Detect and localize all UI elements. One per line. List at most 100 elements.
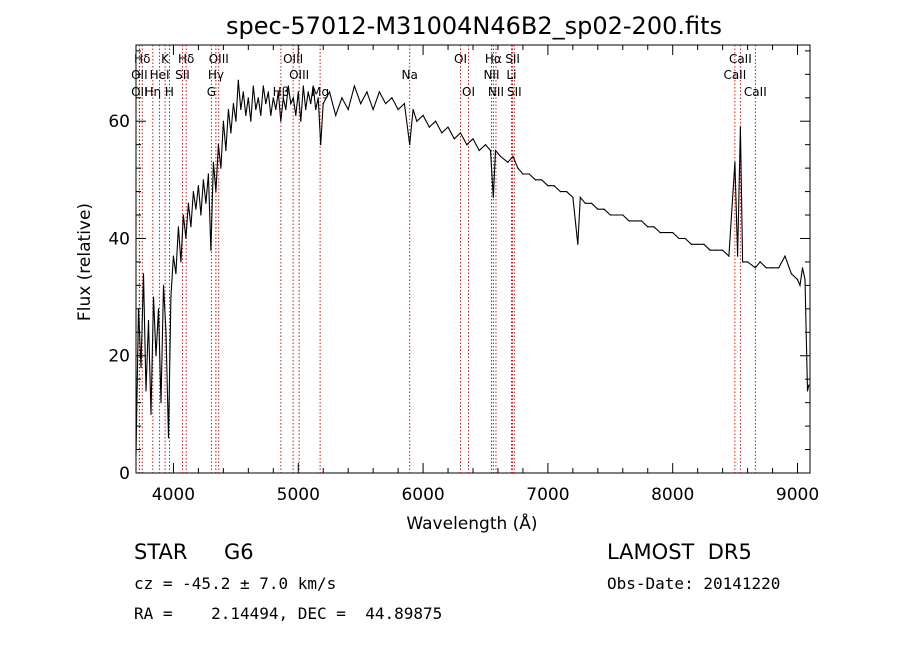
spectrum-point-32 bbox=[215, 191, 217, 193]
spectrum-point-158 bbox=[799, 284, 801, 286]
spectrum-point-38 bbox=[230, 132, 232, 134]
chart-title: spec-57012-M31004N46B2_sp02-200.fits bbox=[226, 12, 722, 40]
spectrum-point-45 bbox=[247, 97, 249, 99]
y-tick-label-40: 40 bbox=[108, 229, 130, 249]
line-marker-label-15: Mg bbox=[311, 85, 329, 99]
spectrum-point-76 bbox=[328, 91, 331, 93]
spectrum-point-153 bbox=[772, 267, 774, 269]
spectrum-point-101 bbox=[478, 149, 480, 152]
spectrum-point-81 bbox=[360, 103, 362, 105]
spectrum-point-74 bbox=[320, 144, 322, 146]
x-tick-label-8000: 8000 bbox=[651, 485, 694, 505]
spectrum-point-102 bbox=[484, 144, 487, 146]
spectrum-point-88 bbox=[403, 103, 405, 105]
spectrum-point-69 bbox=[307, 91, 309, 93]
spectrum-point-61 bbox=[287, 85, 289, 87]
y-axis-label: Flux (relative) bbox=[75, 203, 95, 321]
spectrum-point-84 bbox=[378, 91, 380, 93]
spectrum-point-98 bbox=[459, 132, 462, 134]
spectrum-point-79 bbox=[347, 108, 349, 111]
line-marker-label-21: NII bbox=[488, 85, 504, 99]
spectrum-point-4 bbox=[145, 390, 147, 392]
x-tick-label-4000: 4000 bbox=[152, 485, 195, 505]
spectrum-point-5 bbox=[147, 320, 150, 322]
spectrum-point-130 bbox=[640, 220, 643, 222]
spectrum-point-31 bbox=[212, 161, 214, 163]
spectrum-point-9 bbox=[157, 308, 160, 310]
spectrum-point-107 bbox=[507, 161, 509, 163]
spectrum-point-6 bbox=[150, 413, 152, 415]
spectrum-point-113 bbox=[541, 179, 543, 181]
line-marker-label-17: OI bbox=[454, 52, 467, 66]
spectrum-point-15 bbox=[172, 255, 174, 257]
spectrum-point-21 bbox=[187, 202, 189, 204]
spectrum-point-63 bbox=[292, 97, 294, 99]
line-marker-label-16: Na bbox=[402, 68, 418, 82]
spectrum-point-17 bbox=[177, 226, 179, 228]
spectrum-point-85 bbox=[385, 103, 387, 105]
spectrum-point-152 bbox=[765, 267, 767, 269]
line-marker-label-14: OIII bbox=[289, 68, 309, 82]
spectrum-point-82 bbox=[366, 91, 368, 93]
spectrum-point-126 bbox=[615, 214, 618, 216]
line-marker-label-22: SII bbox=[505, 52, 520, 66]
spectrum-point-131 bbox=[647, 226, 649, 228]
spectrum-point-46 bbox=[250, 120, 252, 122]
spectrum-point-30 bbox=[210, 249, 212, 251]
x-axis-label: Wavelength (Å) bbox=[406, 512, 537, 534]
spectrum-point-142 bbox=[715, 249, 718, 251]
spectrum-point-129 bbox=[634, 220, 636, 222]
spectrum-point-141 bbox=[709, 249, 711, 251]
object-class: STAR bbox=[134, 540, 188, 564]
spectrum-point-73 bbox=[317, 97, 319, 99]
spectrum-point-118 bbox=[572, 196, 574, 198]
survey-name: LAMOST DR5 bbox=[607, 540, 752, 564]
spectrum-point-50 bbox=[260, 114, 262, 116]
redshift-cz: cz = -45.2 ± 7.0 km/s bbox=[134, 574, 337, 593]
spectrum-point-135 bbox=[672, 232, 674, 234]
spectrum-point-95 bbox=[441, 132, 443, 134]
spectrum-point-112 bbox=[534, 179, 537, 181]
spectrum-point-71 bbox=[312, 85, 314, 87]
spectrum-point-132 bbox=[653, 226, 655, 228]
spectrum-point-0 bbox=[135, 454, 137, 456]
line-marker-label-18: OI bbox=[462, 85, 475, 99]
spectrum-point-155 bbox=[784, 255, 786, 257]
spectrum-point-39 bbox=[232, 103, 234, 105]
spectrum-point-117 bbox=[566, 191, 568, 193]
spectrum-point-89 bbox=[409, 144, 411, 146]
spectrum-point-42 bbox=[240, 108, 242, 111]
spectrum-point-59 bbox=[282, 97, 284, 99]
spectrum-point-11 bbox=[162, 284, 165, 286]
spectrum-point-37 bbox=[227, 108, 229, 111]
spectrum-point-151 bbox=[759, 261, 761, 263]
spectrum-point-57 bbox=[277, 91, 279, 93]
spectrum-point-100 bbox=[472, 138, 474, 140]
line-marker-label-7: SII bbox=[175, 68, 190, 82]
spectrum-point-123 bbox=[597, 208, 599, 210]
spectrum-point-75 bbox=[322, 103, 324, 105]
spectrum-point-106 bbox=[499, 155, 502, 157]
spectrum-point-36 bbox=[225, 149, 227, 152]
spectrum-point-48 bbox=[255, 108, 257, 111]
spectrum-point-72 bbox=[315, 108, 317, 111]
spectrum-point-29 bbox=[207, 173, 209, 175]
spectrum-point-149 bbox=[747, 261, 749, 263]
spectrum-point-156 bbox=[790, 273, 792, 275]
spectrum-point-86 bbox=[391, 97, 393, 99]
line-marker-label-19: Hα bbox=[485, 52, 502, 66]
spectrum-point-83 bbox=[372, 108, 374, 111]
spectrum-point-162 bbox=[808, 384, 810, 386]
spectrum-point-8 bbox=[155, 355, 157, 357]
x-tick-label-7000: 7000 bbox=[526, 485, 569, 505]
spectrum-point-138 bbox=[690, 243, 693, 245]
spectrum-point-7 bbox=[152, 296, 155, 298]
line-marker-label-8: Hδ bbox=[178, 52, 194, 66]
line-marker-label-12: Hβ bbox=[273, 85, 290, 99]
spectrum-point-136 bbox=[678, 237, 680, 240]
spectrum-point-91 bbox=[416, 120, 418, 122]
spectrum-point-108 bbox=[512, 155, 514, 157]
spectrum-point-148 bbox=[742, 261, 744, 263]
spectrum-point-87 bbox=[397, 108, 399, 111]
spectrum-point-159 bbox=[801, 267, 804, 269]
